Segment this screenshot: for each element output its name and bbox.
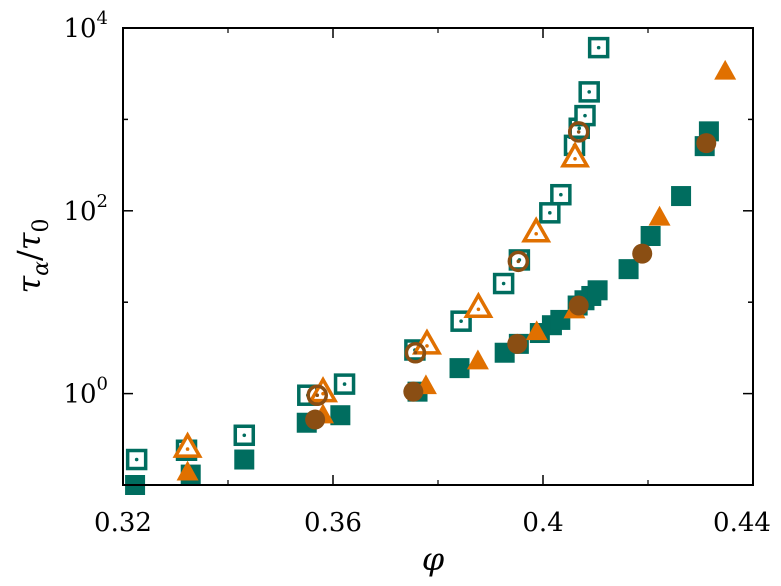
x-tick-label: 0.44 [713,508,771,538]
marker-circle-open [567,121,590,143]
marker-triangle-filled [648,205,671,226]
marker-dot [425,344,429,348]
marker-square-filled [234,449,255,470]
marker-dot [534,231,538,236]
marker-triangle-open [172,431,203,458]
marker-triangle-filled [714,59,737,80]
y-label-alpha: α [29,261,54,276]
marker-dot [501,281,506,286]
marker-dot [516,259,521,264]
marker-square-filled [330,405,351,426]
marker-circle-filled [305,409,326,430]
y-tick-label: 102 [63,191,108,227]
x-tick-label: 0.32 [94,508,152,538]
marker-dot [576,130,581,134]
x-tick-label: 0.4 [522,508,563,538]
marker-dot [321,391,325,396]
marker-dot [413,350,418,355]
marker-circle-filled [403,381,424,402]
marker-dot [315,393,320,398]
marker-dot [587,90,591,94]
y-label-tau-0: τ [10,231,48,250]
marker-triangle-open [521,216,552,243]
marker-circle-open [306,384,328,406]
marker-circle-filled [507,333,528,354]
marker-triangle-filled [525,320,548,341]
marker-dot [342,382,347,386]
y-tick-labels: 100 102 104 [63,8,108,410]
x-axis-label: φ [422,540,445,578]
x-tick-labels: 0.32 0.36 0.4 0.44 [94,508,771,538]
marker-dot [459,319,463,323]
y-label-slash: / [10,250,48,261]
plot-frame [122,27,754,486]
y-label-zero: 0 [29,218,54,232]
marker-dot [476,307,481,312]
marker-circle-filled [632,243,653,264]
marker-dot [559,192,563,197]
marker-triangle-filled [466,349,489,370]
data-points [125,36,737,495]
marker-square-filled [449,358,470,379]
marker-circle-open [507,250,530,273]
marker-circle-open [404,341,427,364]
marker-square-filled [640,226,661,247]
y-tick-label: 100 [63,374,108,410]
tick-marks [122,27,754,486]
marker-dot [573,156,577,161]
marker-dot [242,433,247,438]
svg-text:τα/τ0: τα/τ0 [10,218,54,293]
marker-dot [185,447,190,451]
marker-triangle-open [463,291,494,319]
marker-square-filled [587,280,608,301]
y-tick-label: 104 [63,8,108,44]
marker-dot [134,457,139,462]
marker-square-filled [550,309,571,330]
marker-dot [548,211,552,215]
x-tick-label: 0.36 [304,508,362,538]
marker-triangle-filled [176,460,199,481]
marker-dot [596,45,601,50]
marker-circle-filled [696,133,717,154]
y-axis-label: τα/τ0 [10,218,54,293]
marker-dot [577,126,582,131]
marker-square-filled [671,186,692,207]
marker-circle-filled [568,295,589,316]
marker-square-filled [618,259,639,280]
marker-triangle-open [560,141,591,168]
y-label-tau: τ [10,275,48,294]
marker-dot [583,113,587,118]
